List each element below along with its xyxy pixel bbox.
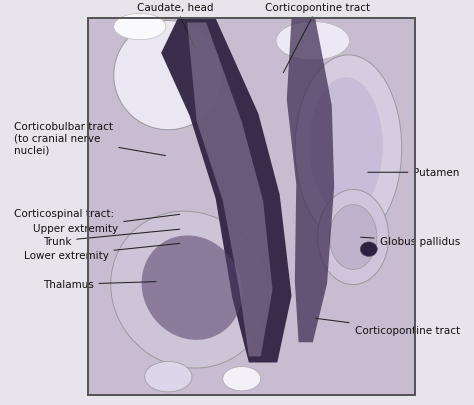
Text: Corticopontine tract: Corticopontine tract [265, 2, 370, 73]
Text: Thalamus: Thalamus [43, 280, 156, 290]
Polygon shape [287, 19, 334, 342]
Ellipse shape [309, 78, 383, 215]
Ellipse shape [145, 362, 192, 392]
Text: Corticopontine tract: Corticopontine tract [316, 319, 460, 335]
FancyBboxPatch shape [88, 19, 415, 395]
Text: Trunk: Trunk [43, 230, 180, 247]
Ellipse shape [329, 205, 377, 270]
Ellipse shape [295, 56, 401, 241]
Text: Lower extremity: Lower extremity [24, 244, 180, 260]
Ellipse shape [114, 14, 166, 40]
Text: Corticobulbar tract
(to cranial nerve
nuclei): Corticobulbar tract (to cranial nerve nu… [14, 122, 165, 156]
Text: Caudate, head: Caudate, head [137, 2, 214, 49]
Text: Globus pallidus: Globus pallidus [361, 237, 460, 247]
Text: Putamen: Putamen [368, 168, 460, 178]
Ellipse shape [318, 190, 389, 285]
Polygon shape [187, 23, 273, 356]
Ellipse shape [114, 21, 223, 130]
Text: Corticospinal tract:: Corticospinal tract: [14, 208, 114, 218]
Circle shape [360, 242, 377, 257]
Polygon shape [161, 19, 292, 362]
Ellipse shape [142, 236, 242, 340]
Ellipse shape [276, 22, 350, 61]
Text: Upper extremity: Upper extremity [33, 215, 180, 233]
Ellipse shape [223, 367, 261, 391]
Ellipse shape [111, 212, 268, 368]
